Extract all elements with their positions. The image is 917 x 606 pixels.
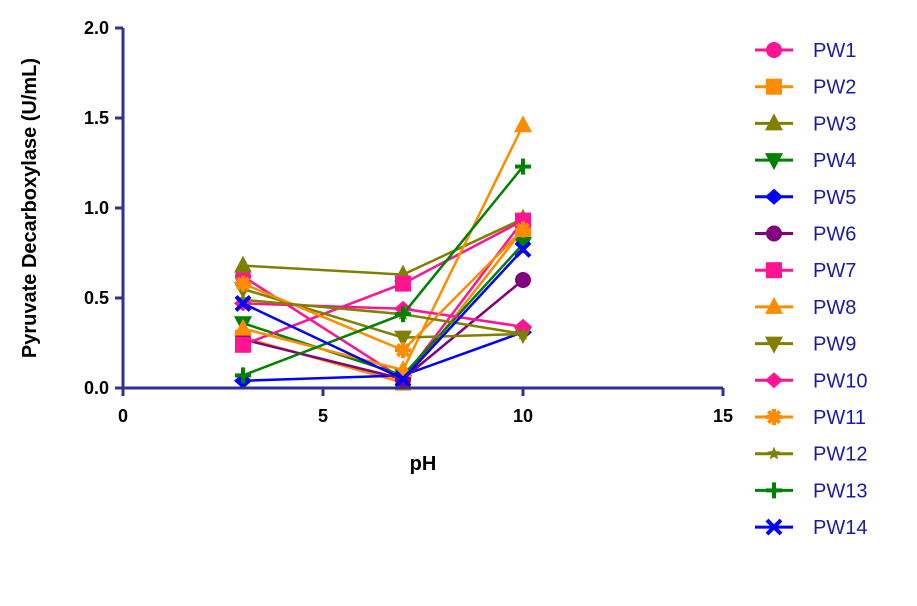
y-tick-label: 1.0 bbox=[84, 198, 109, 218]
data-point bbox=[395, 275, 411, 292]
legend-item: PW7 bbox=[755, 260, 856, 282]
legend-item: PW13 bbox=[755, 480, 867, 502]
data-point bbox=[235, 367, 251, 384]
y-axis-title: Pyruvate Decarboxylase (U/mL) bbox=[19, 58, 41, 358]
data-point bbox=[234, 294, 252, 312]
legend-label: PW2 bbox=[813, 77, 856, 99]
axes: 0 5 10 15 0.0 0.5 1.0 1.5 2.0 bbox=[84, 18, 733, 426]
series-line bbox=[242, 124, 525, 372]
legend-label: PW9 bbox=[813, 334, 856, 356]
legend-label: PW13 bbox=[813, 480, 867, 502]
y-tick-label: 0.5 bbox=[84, 288, 109, 308]
data-point bbox=[395, 342, 411, 359]
legend-marker bbox=[766, 78, 782, 95]
x-axis-title: pH bbox=[410, 453, 437, 475]
y-tick-label: 0.0 bbox=[84, 378, 109, 398]
series-pw8 bbox=[234, 115, 532, 377]
legend-item: PW10 bbox=[755, 370, 867, 392]
data-point bbox=[234, 255, 252, 273]
x-tick-label: 5 bbox=[318, 406, 328, 426]
legend-marker bbox=[766, 225, 782, 242]
legend-item: PW6 bbox=[755, 224, 856, 246]
legend-marker bbox=[767, 446, 781, 460]
plot-area bbox=[234, 115, 532, 391]
data-point bbox=[514, 240, 532, 258]
data-point bbox=[516, 327, 530, 340]
legend-marker bbox=[765, 153, 783, 171]
legend-item: PW11 bbox=[755, 407, 866, 429]
legend-item: PW4 bbox=[755, 150, 856, 172]
data-point bbox=[514, 237, 532, 254]
data-point bbox=[394, 330, 412, 348]
legend-marker bbox=[765, 188, 783, 205]
legend-label: PW7 bbox=[813, 260, 856, 282]
legend-marker bbox=[766, 42, 782, 58]
legend-marker bbox=[766, 482, 782, 499]
legend-label: PW12 bbox=[813, 444, 867, 466]
legend: PW1 PW2 PW3 PW4 PW5 PW6 PW7 PW8 PW9 PW10 PW11 PW12 P… bbox=[755, 40, 867, 539]
legend-marker bbox=[766, 262, 782, 279]
series-line bbox=[242, 243, 524, 377]
legend-marker bbox=[765, 518, 783, 536]
data-point bbox=[514, 115, 532, 133]
legend-item: PW2 bbox=[755, 77, 856, 99]
data-point bbox=[234, 318, 252, 336]
legend-label: PW6 bbox=[813, 224, 856, 246]
series-pw14 bbox=[234, 240, 532, 388]
series-pw7 bbox=[235, 212, 531, 353]
data-point bbox=[515, 272, 531, 288]
legend-marker bbox=[765, 296, 783, 314]
legend-label: PW4 bbox=[813, 150, 856, 172]
legend-marker bbox=[765, 336, 783, 354]
legend-item: PW3 bbox=[755, 113, 856, 135]
data-point bbox=[235, 336, 251, 353]
series-line bbox=[242, 217, 524, 276]
y-tick-label: 2.0 bbox=[84, 18, 109, 38]
legend-item: PW8 bbox=[755, 296, 856, 319]
legend-label: PW8 bbox=[813, 297, 856, 319]
legend-label: PW10 bbox=[813, 370, 867, 392]
series-pw13 bbox=[235, 158, 531, 384]
legend-item: PW5 bbox=[755, 187, 856, 209]
legend-item: PW1 bbox=[755, 40, 856, 62]
data-point bbox=[395, 306, 411, 323]
legend-item: PW12 bbox=[755, 444, 867, 466]
x-tick-label: 0 bbox=[118, 406, 128, 426]
x-tick-label: 10 bbox=[513, 406, 533, 426]
legend-item: PW14 bbox=[755, 517, 867, 539]
data-point bbox=[515, 158, 531, 175]
legend-marker bbox=[765, 113, 783, 131]
legend-item: PW9 bbox=[755, 334, 856, 356]
legend-label: PW14 bbox=[813, 517, 867, 539]
legend-marker bbox=[765, 372, 783, 389]
legend-label: PW1 bbox=[813, 40, 856, 62]
data-point bbox=[514, 318, 532, 335]
y-tick-label: 1.5 bbox=[84, 108, 109, 128]
legend-label: PW5 bbox=[813, 187, 856, 209]
legend-label: PW11 bbox=[813, 407, 866, 429]
data-point bbox=[235, 275, 251, 292]
series-pw3 bbox=[234, 208, 532, 282]
x-tick-label: 15 bbox=[713, 406, 733, 426]
data-point bbox=[394, 370, 412, 388]
legend-label: PW3 bbox=[813, 113, 856, 135]
legend-marker bbox=[766, 409, 782, 425]
data-point bbox=[515, 221, 531, 238]
